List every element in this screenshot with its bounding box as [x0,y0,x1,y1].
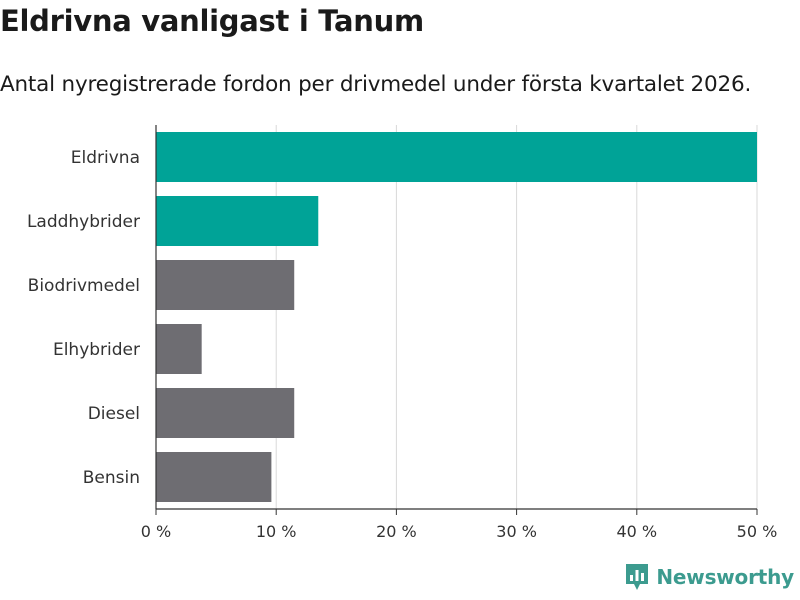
x-tick-label-4: 40 % [616,522,657,541]
bar-laddhybrider [156,196,319,246]
bar-diesel [156,388,295,438]
category-label-diesel: Diesel [88,404,140,424]
category-label-bensin: Bensin [83,468,140,488]
bar-biodrivmedel [156,260,295,310]
x-tick-label-3: 30 % [496,522,537,541]
chart-title: Eldrivna vanligast i Tanum [0,4,424,38]
category-label-eldrivna: Eldrivna [71,148,140,168]
bar-chart: Eldrivna Laddhybrider Biodrivmedel Elhybrid… [27,125,778,541]
bar-elhybrider [156,324,202,374]
brand-logo: Newsworthy [624,562,794,592]
category-label-laddhybrider: Laddhybrider [27,212,140,232]
newsworthy-logo-icon [626,564,649,590]
bar-eldrivna [156,132,757,182]
x-tick-label-0: 0 % [141,522,171,541]
bar-bensin [156,452,272,502]
x-tick-label-2: 20 % [376,522,417,541]
brand-name: Newsworthy [656,565,794,589]
category-label-biodrivmedel: Biodrivmedel [28,276,140,296]
chart-subtitle: Antal nyregistrerade fordon per drivmede… [0,72,752,97]
x-tick-label-1: 10 % [256,522,297,541]
category-label-elhybrider: Elhybrider [53,340,140,360]
x-tick-label-5: 50 % [737,522,778,541]
